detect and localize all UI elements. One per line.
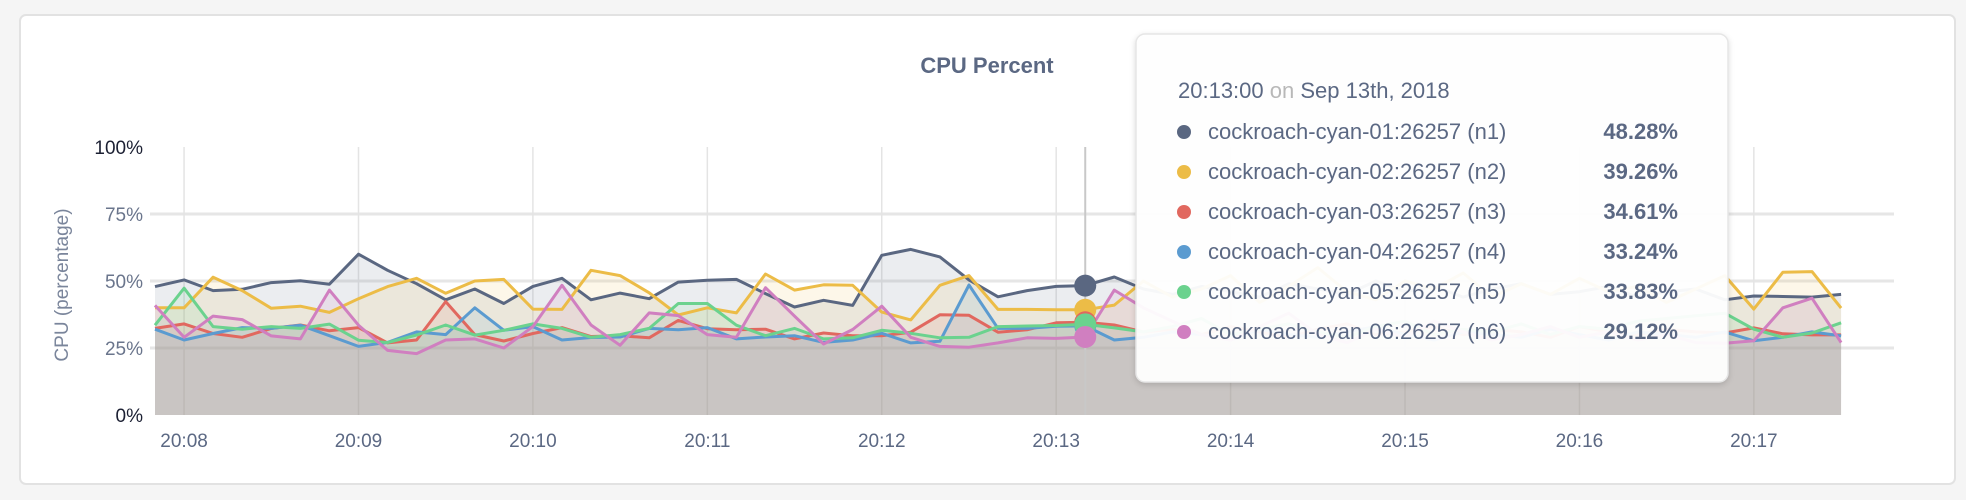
legend-dot-icon bbox=[1177, 125, 1191, 139]
tooltip-series-label: cockroach-cyan-03:26257 (n3) bbox=[1208, 199, 1506, 224]
tooltip-header: 20:13:00 on Sep 13th, 2018 bbox=[1178, 78, 1450, 103]
x-tick-label: 20:08 bbox=[160, 431, 208, 452]
tooltip-series-label: cockroach-cyan-04:26257 (n4) bbox=[1208, 239, 1506, 264]
y-tick-label: 50% bbox=[105, 272, 143, 293]
chart-title: CPU Percent bbox=[920, 53, 1054, 78]
tooltip: 20:13:00 on Sep 13th, 2018 cockroach-cya… bbox=[1135, 33, 1729, 383]
y-tick-label: 25% bbox=[105, 339, 143, 360]
x-tick-label: 20:12 bbox=[858, 431, 906, 452]
x-tick-label: 20:11 bbox=[684, 431, 730, 452]
tooltip-on: on bbox=[1270, 78, 1294, 103]
x-tick-label: 20:13 bbox=[1032, 431, 1080, 452]
tooltip-series-value: 33.83% bbox=[1603, 279, 1678, 304]
y-axis-ticks: 0% 25% 50% 75% 100% bbox=[94, 138, 143, 427]
tooltip-series-value: 33.24% bbox=[1603, 239, 1678, 264]
tooltip-series-value: 29.12% bbox=[1603, 319, 1678, 344]
hover-point-6 bbox=[1074, 325, 1097, 348]
hover-indicator bbox=[1074, 147, 1097, 415]
tooltip-series-label: cockroach-cyan-05:26257 (n5) bbox=[1208, 279, 1506, 304]
y-axis-label: CPU (percentage) bbox=[52, 208, 73, 361]
tooltip-time: 20:13:00 bbox=[1178, 78, 1264, 103]
tooltip-series-label: cockroach-cyan-06:26257 (n6) bbox=[1208, 319, 1506, 344]
x-tick-label: 20:15 bbox=[1381, 431, 1429, 452]
x-axis-ticks: 20:08 20:09 20:10 20:11 20:12 20:13 20:14 20:15… bbox=[160, 431, 1777, 452]
tooltip-rows: cockroach-cyan-01:26257 (n1) 48.28% cockro… bbox=[1177, 119, 1678, 344]
x-tick-label: 20:09 bbox=[335, 431, 383, 452]
x-tick-label: 20:10 bbox=[509, 431, 557, 452]
hover-point-1 bbox=[1074, 274, 1097, 297]
legend-dot-icon bbox=[1177, 165, 1191, 179]
tooltip-series-label: cockroach-cyan-01:26257 (n1) bbox=[1208, 119, 1506, 144]
tooltip-date: Sep 13th, 2018 bbox=[1300, 78, 1449, 103]
y-tick-label: 75% bbox=[105, 205, 143, 226]
tooltip-series-value: 34.61% bbox=[1603, 199, 1678, 224]
legend-dot-icon bbox=[1177, 285, 1191, 299]
legend-dot-icon bbox=[1177, 245, 1191, 259]
tooltip-box bbox=[1135, 33, 1729, 383]
tooltip-series-value: 48.28% bbox=[1603, 119, 1678, 144]
x-tick-label: 20:14 bbox=[1207, 431, 1255, 452]
series-5-area bbox=[155, 288, 1842, 415]
x-tick-label: 20:16 bbox=[1556, 431, 1604, 452]
legend-dot-icon bbox=[1177, 205, 1191, 219]
tooltip-series-label: cockroach-cyan-02:26257 (n2) bbox=[1208, 159, 1506, 184]
x-tick-label: 20:17 bbox=[1730, 431, 1778, 452]
y-tick-label: 0% bbox=[116, 406, 144, 427]
y-tick-label: 100% bbox=[94, 138, 143, 159]
tooltip-series-value: 39.26% bbox=[1603, 159, 1678, 184]
legend-dot-icon bbox=[1177, 325, 1191, 339]
